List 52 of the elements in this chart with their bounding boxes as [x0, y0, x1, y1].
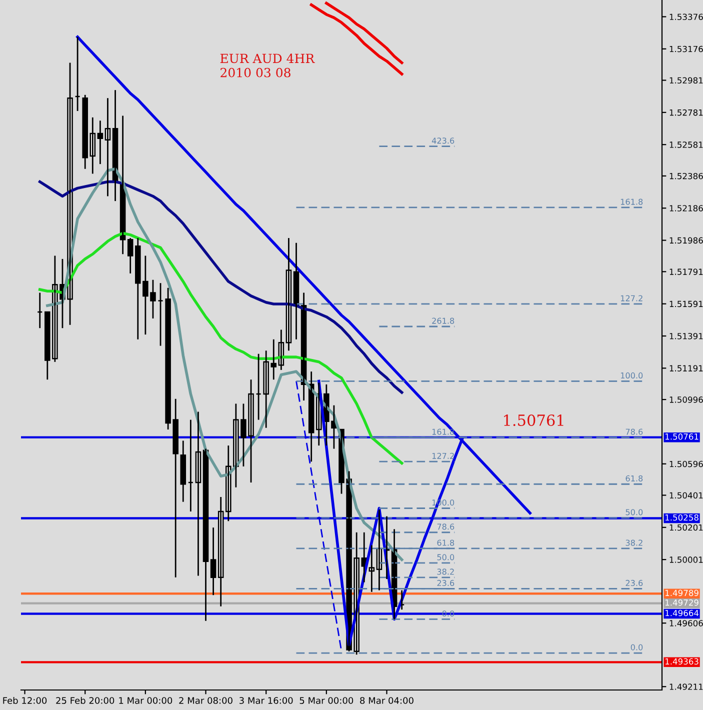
series-label: 161.8 [620, 198, 643, 205]
annotation: 1.50761 [504, 414, 564, 426]
y-tick-label: 1.53176 [670, 46, 703, 52]
series-label: 50.0 [437, 554, 454, 560]
series-label: 127.2 [620, 295, 642, 302]
series-label: 61.8 [626, 475, 643, 482]
series-label: 23.6 [626, 580, 643, 586]
x-tick-label: 8 Mar 04:00 [360, 697, 414, 704]
series-label: 38.2 [626, 540, 642, 546]
y-tick-label: 1.51191 [670, 365, 703, 372]
y-tick-label: 1.51391 [670, 332, 703, 340]
series-label: 78.6 [437, 524, 454, 530]
y-tick-label: 1.51591 [670, 300, 703, 308]
y-tick-label: 1.50001 [670, 556, 703, 563]
series-label: 127.2 [432, 452, 454, 459]
y-tick-label: 1.52781 [670, 109, 703, 116]
y-tick-label: 1.50201 [670, 524, 703, 531]
ref-line-label: 1.49363 [665, 658, 698, 665]
y-tick-label: 1.49211 [670, 684, 703, 690]
text: EUR AUD 4HR [220, 54, 315, 64]
y-tick-label: 1.51986 [670, 237, 703, 244]
y-tick-label: 1.50596 [670, 460, 703, 468]
y-tick-label: 1.52386 [670, 172, 703, 180]
series-label: 261.8 [432, 318, 454, 324]
y-tick-label: 1.52186 [670, 205, 703, 212]
x-tick-label: 2 Mar 08:00 [179, 697, 232, 704]
x-tick-label: 25 Feb 20:00 [56, 696, 114, 704]
ref-line-label: 1.50761 [665, 433, 698, 440]
series-label: 100.0 [620, 372, 643, 379]
series-label: 423.6 [432, 138, 454, 144]
ref-line-label: 1.49789 [665, 590, 698, 596]
ref-line-label: 1.50258 [665, 514, 698, 521]
y-tick-label: 1.52981 [670, 77, 703, 84]
ref-line-label: 1.49729 [665, 599, 698, 606]
y-tick-label: 1.52581 [670, 142, 703, 148]
series-label: 0.0 [630, 644, 643, 650]
series-label: 23.6 [437, 580, 454, 586]
y-tick-label: 1.50996 [670, 396, 703, 403]
series-label: 61.8 [437, 540, 454, 546]
x-tick-label: Feb 12:00 [3, 696, 47, 704]
y-tick-label: 1.49606 [670, 620, 703, 626]
x-tick-label: 1 Mar 00:00 [119, 697, 172, 704]
text: 2010 03 08 [220, 68, 290, 78]
series-label: 38.2 [437, 568, 454, 575]
series-label: 50.0 [626, 509, 643, 516]
series-label: 78.6 [626, 428, 643, 435]
x-tick-label: 3 Mar 16:00 [240, 697, 293, 704]
y-tick-label: 1.51791 [670, 268, 703, 275]
x-tick-label: 5 Mar 00:00 [300, 697, 354, 704]
y-tick-label: 1.50401 [670, 492, 703, 499]
y-tick-label: 1.53376 [670, 14, 703, 20]
ref-line-label: 1.49664 [665, 610, 699, 616]
